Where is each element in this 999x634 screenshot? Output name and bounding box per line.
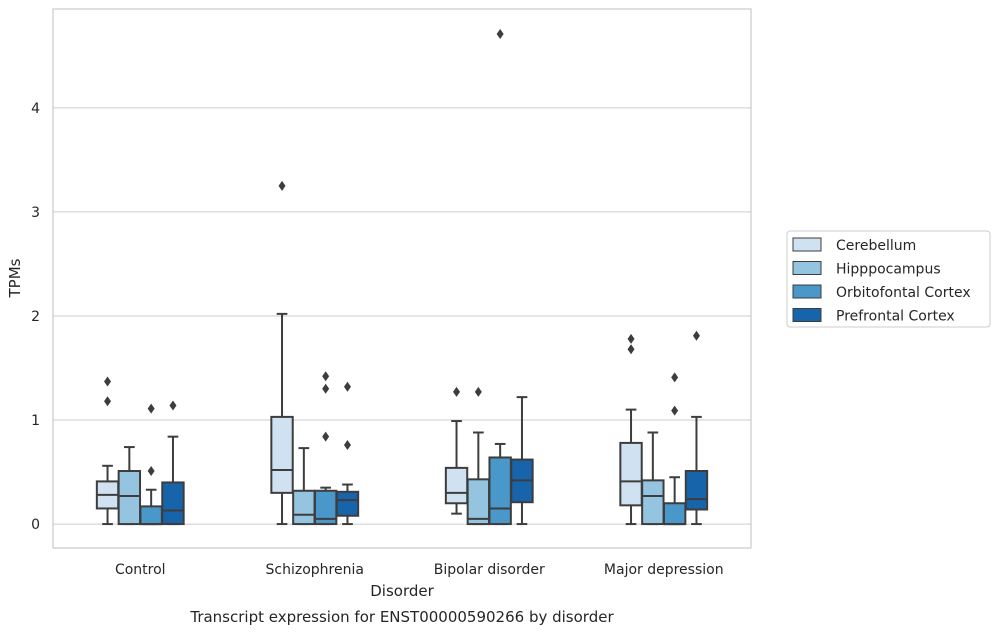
box-body	[684, 470, 709, 511]
outlier-point	[147, 466, 155, 476]
legend-swatch	[792, 237, 822, 252]
legend-swatch	[792, 261, 822, 275]
x-tick-label: Bipolar disorder	[434, 562, 545, 578]
legend-items: Cerebellum Hipppocampus Orbitofontal Corte…	[792, 237, 971, 325]
box-group	[117, 446, 142, 526]
box-body	[466, 478, 491, 526]
outlier-point	[104, 376, 112, 387]
outlier-point	[627, 344, 635, 355]
box-body	[444, 466, 469, 505]
box-group	[510, 396, 534, 526]
outlier-point	[322, 371, 330, 382]
legend-swatch	[792, 284, 822, 299]
x-tick-label: Schizophrenia	[266, 562, 364, 578]
outlier-point	[496, 28, 504, 39]
legend-label: Hipppocampus	[836, 262, 941, 278]
outlier-point	[104, 396, 112, 407]
legend-label: Cerebellum	[836, 238, 916, 254]
box-group	[466, 386, 491, 526]
outlier-point	[453, 386, 461, 397]
box-body	[662, 502, 687, 526]
y-axis-label: TPMs	[6, 258, 24, 298]
outlier-point	[474, 386, 482, 397]
outlier-point	[169, 400, 177, 411]
box-body	[117, 470, 142, 526]
legend-label: Orbitofontal Cortex	[836, 285, 971, 301]
box-body	[488, 456, 512, 526]
outlier-point	[147, 403, 155, 414]
x-axis-label: Disorder	[370, 582, 434, 600]
outlier-point	[692, 330, 700, 341]
y-tick-label: 0	[31, 517, 40, 533]
box-body	[292, 489, 316, 526]
box-body	[270, 415, 294, 494]
box-group	[641, 431, 665, 526]
y-tick-label: 1	[31, 413, 40, 429]
box-group	[161, 400, 185, 526]
plot-frame	[52, 8, 752, 549]
box-body	[161, 481, 185, 526]
box-body	[641, 479, 665, 526]
box-body	[139, 505, 163, 526]
outlier-point	[322, 383, 330, 394]
legend-label: Prefrontal Cortex	[836, 309, 955, 325]
box-group	[95, 376, 120, 526]
chart-caption: Transcript expression for ENST0000059026…	[189, 608, 614, 626]
box-group	[488, 28, 512, 526]
box-group	[335, 381, 360, 526]
box-group	[619, 333, 643, 526]
x-tick-labels: Control Schizophrenia Bipolar disorder Majo…	[115, 562, 724, 578]
box-body	[335, 490, 360, 517]
outlier-point	[671, 372, 679, 383]
box-group	[292, 447, 316, 526]
legend-swatch	[792, 308, 822, 322]
outlier-point	[671, 405, 679, 416]
box-group	[270, 180, 294, 526]
boxes-layer	[95, 28, 709, 526]
outlier-point	[343, 381, 351, 392]
box-group	[662, 372, 687, 526]
box-group	[444, 386, 469, 515]
box-group	[313, 371, 338, 526]
box-body	[619, 441, 643, 507]
y-tick-labels: 0 1 2 3 4	[31, 101, 40, 533]
y-tick-label: 4	[31, 101, 40, 117]
box-group	[139, 403, 163, 526]
outlier-point	[343, 439, 351, 450]
y-tick-label: 3	[31, 205, 40, 221]
outlier-point	[322, 431, 330, 442]
y-tick-label: 2	[31, 309, 40, 325]
legend-frame	[786, 230, 991, 328]
gridlines	[53, 107, 751, 525]
x-tick-label: Major depression	[604, 562, 724, 578]
legend: Cerebellum Hipppocampus Orbitofontal Corte…	[786, 230, 991, 328]
outlier-point	[627, 333, 635, 344]
x-tick-label: Control	[115, 562, 166, 578]
outlier-point	[278, 180, 286, 191]
box-group	[684, 330, 709, 526]
